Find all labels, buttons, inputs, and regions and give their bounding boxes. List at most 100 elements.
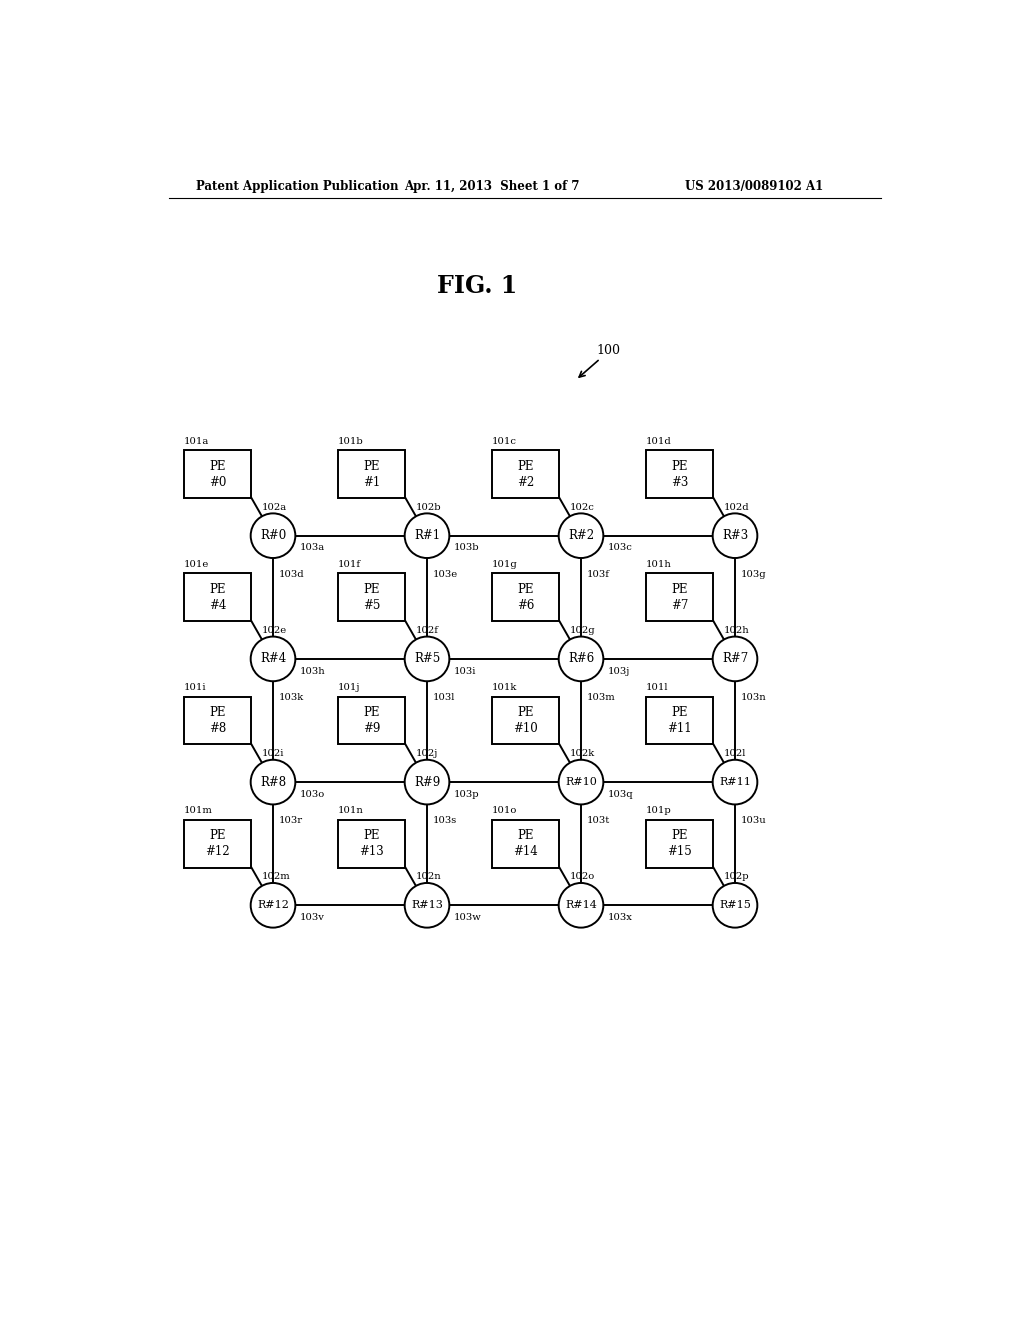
Text: 102j: 102j (416, 748, 437, 758)
Text: 102a: 102a (261, 503, 287, 512)
Text: 103t: 103t (587, 816, 609, 825)
Text: 102h: 102h (723, 626, 750, 635)
Text: 102g: 102g (569, 626, 595, 635)
Text: 103e: 103e (432, 570, 458, 578)
Text: 103s: 103s (432, 816, 457, 825)
Text: PE
#2: PE #2 (517, 459, 535, 488)
Text: R#13: R#13 (411, 900, 443, 911)
Text: PE
#3: PE #3 (671, 459, 688, 488)
Text: 103d: 103d (279, 570, 304, 578)
Text: 103h: 103h (300, 667, 326, 676)
Circle shape (404, 636, 450, 681)
Text: R#7: R#7 (722, 652, 749, 665)
Text: 102n: 102n (416, 873, 441, 882)
Text: 102f: 102f (416, 626, 438, 635)
Text: 103w: 103w (454, 913, 481, 921)
Text: 103l: 103l (432, 693, 455, 702)
Text: R#12: R#12 (257, 900, 289, 911)
Text: 101p: 101p (646, 807, 672, 816)
Text: 101o: 101o (492, 807, 517, 816)
Text: PE
#4: PE #4 (209, 583, 226, 611)
Text: PE
#5: PE #5 (362, 583, 380, 611)
Text: 103k: 103k (279, 693, 304, 702)
Text: 101k: 101k (492, 682, 517, 692)
Text: 103b: 103b (454, 544, 479, 552)
Text: 102b: 102b (416, 503, 441, 512)
Text: PE
#1: PE #1 (362, 459, 380, 488)
Text: 102i: 102i (261, 748, 284, 758)
Text: 103j: 103j (608, 667, 631, 676)
Text: PE
#13: PE #13 (359, 829, 384, 858)
Text: US 2013/0089102 A1: US 2013/0089102 A1 (685, 180, 823, 193)
FancyBboxPatch shape (183, 697, 252, 744)
Circle shape (251, 760, 295, 804)
Text: PE
#10: PE #10 (513, 706, 538, 735)
Circle shape (713, 760, 758, 804)
Text: Apr. 11, 2013  Sheet 1 of 7: Apr. 11, 2013 Sheet 1 of 7 (403, 180, 580, 193)
Circle shape (559, 513, 603, 558)
FancyBboxPatch shape (183, 450, 252, 498)
Text: 103g: 103g (740, 570, 766, 578)
Text: PE
#6: PE #6 (517, 583, 535, 611)
Text: 103v: 103v (300, 913, 325, 921)
Text: 102l: 102l (723, 748, 745, 758)
Text: R#9: R#9 (414, 776, 440, 788)
Text: 103n: 103n (740, 693, 766, 702)
Text: PE
#0: PE #0 (209, 459, 226, 488)
Text: R#10: R#10 (565, 777, 597, 787)
Circle shape (713, 636, 758, 681)
Text: 103i: 103i (454, 667, 476, 676)
FancyBboxPatch shape (492, 573, 559, 622)
Text: 102m: 102m (261, 873, 290, 882)
Circle shape (404, 513, 450, 558)
Circle shape (404, 760, 450, 804)
Text: 103o: 103o (300, 789, 326, 799)
FancyBboxPatch shape (646, 450, 714, 498)
Text: 103u: 103u (740, 816, 766, 825)
FancyBboxPatch shape (646, 697, 714, 744)
FancyBboxPatch shape (338, 820, 406, 867)
Text: 103q: 103q (608, 789, 634, 799)
Text: 101b: 101b (338, 437, 364, 446)
Text: 103c: 103c (608, 544, 633, 552)
Text: 102o: 102o (569, 873, 595, 882)
Text: 101c: 101c (492, 437, 517, 446)
Text: 103a: 103a (300, 544, 326, 552)
Text: PE
#11: PE #11 (668, 706, 692, 735)
Text: PE
#15: PE #15 (668, 829, 692, 858)
Text: 101j: 101j (338, 682, 360, 692)
Text: 101m: 101m (183, 807, 213, 816)
Text: R#1: R#1 (414, 529, 440, 543)
Text: R#14: R#14 (565, 900, 597, 911)
Text: 101a: 101a (183, 437, 209, 446)
Text: R#5: R#5 (414, 652, 440, 665)
Text: R#11: R#11 (719, 777, 751, 787)
Text: 101d: 101d (646, 437, 672, 446)
Circle shape (251, 636, 295, 681)
Text: 101e: 101e (183, 560, 209, 569)
Text: 102k: 102k (569, 748, 595, 758)
Text: 101i: 101i (183, 682, 206, 692)
FancyBboxPatch shape (646, 820, 714, 867)
Text: R#3: R#3 (722, 529, 749, 543)
FancyBboxPatch shape (338, 573, 406, 622)
FancyBboxPatch shape (183, 820, 252, 867)
FancyBboxPatch shape (492, 697, 559, 744)
Text: 103f: 103f (587, 570, 609, 578)
FancyBboxPatch shape (492, 450, 559, 498)
Text: 101f: 101f (338, 560, 360, 569)
FancyBboxPatch shape (338, 697, 406, 744)
Text: PE
#14: PE #14 (513, 829, 538, 858)
Circle shape (559, 636, 603, 681)
Text: 103r: 103r (279, 816, 302, 825)
Text: 103p: 103p (454, 789, 479, 799)
Text: 101h: 101h (646, 560, 672, 569)
Text: R#4: R#4 (260, 652, 286, 665)
Text: FIG. 1: FIG. 1 (437, 275, 517, 298)
Text: 102p: 102p (723, 873, 749, 882)
Text: 103m: 103m (587, 693, 615, 702)
Circle shape (251, 513, 295, 558)
Text: 102d: 102d (723, 503, 749, 512)
Text: R#0: R#0 (260, 529, 286, 543)
Text: R#2: R#2 (568, 529, 594, 543)
